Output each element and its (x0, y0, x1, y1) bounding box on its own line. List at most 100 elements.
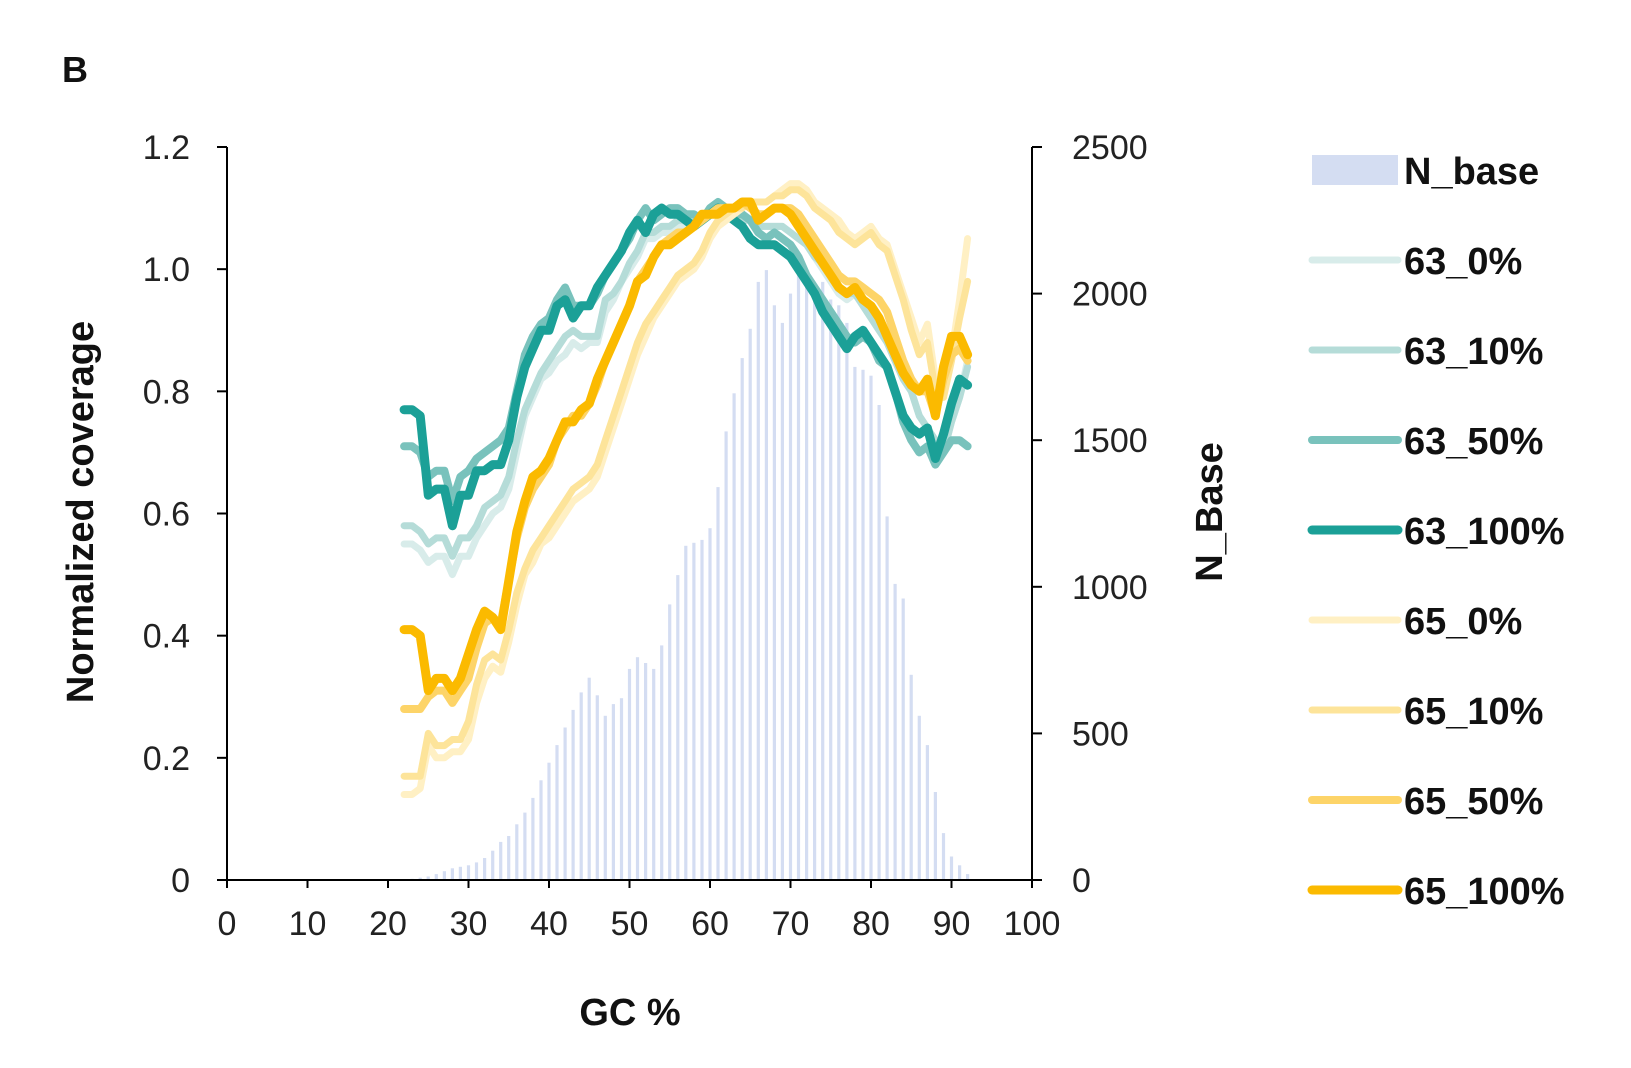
x-tick-label: 70 (772, 905, 810, 943)
y2-tick-label: 2500 (1072, 129, 1148, 167)
y-tick-label: 0.2 (143, 740, 190, 778)
n-base-bar (531, 797, 535, 880)
n-base-bar (635, 657, 640, 880)
n-base-bar (539, 780, 543, 880)
n-base-bar (925, 745, 929, 880)
n-base-bar (941, 833, 946, 880)
n-base-bar (611, 704, 615, 880)
n-base-bar (499, 841, 503, 880)
n-base-bar (764, 270, 768, 881)
n-base-bar (780, 322, 784, 880)
n-base-bar (474, 862, 479, 880)
y-tick-label: 0 (171, 862, 190, 900)
legend-swatch-n-base (1312, 155, 1398, 185)
n-base-bar (483, 858, 487, 880)
x-tick-label: 10 (289, 905, 327, 943)
legend-label-4: 65_0% (1404, 601, 1522, 643)
n-base-bar (418, 877, 422, 880)
x-tick-label: 20 (369, 905, 407, 943)
x-tick-label: 0 (218, 905, 237, 943)
legend-label-7: 65_100% (1404, 871, 1565, 913)
y2-tick-label: 0 (1072, 862, 1091, 900)
n-base-bar (740, 358, 744, 881)
n-base-bar (788, 293, 793, 881)
series-line-3 (399, 203, 973, 531)
n-base-bar (491, 850, 495, 880)
n-base-bar (555, 745, 559, 880)
x-tick-label: 60 (691, 905, 729, 943)
y-tick-label: 0.8 (143, 373, 190, 411)
y2-tick-label: 500 (1072, 715, 1129, 753)
x-tick-label: 100 (1004, 905, 1061, 943)
y-tick-label: 1.2 (143, 129, 190, 167)
y-axis-title: Normalized coverage (60, 321, 102, 703)
n-base-bar (515, 824, 519, 880)
n-base-bar (837, 305, 841, 880)
n-base-bar (571, 709, 575, 880)
x-axis-title: GC % (579, 992, 680, 1034)
n-base-bar (885, 516, 889, 880)
n-base-bar (668, 604, 672, 880)
series-line-7 (399, 197, 973, 696)
legend-label-6: 65_50% (1404, 781, 1543, 823)
n-base-bar (587, 677, 591, 880)
n-base-bar (821, 281, 825, 880)
n-base-bar (692, 542, 696, 880)
n-base-bar (450, 868, 454, 880)
legend: N_base 63_0% 63_10% 63_50% 63_100% 65_0% 65_10… (1307, 151, 1565, 913)
x-tick-label: 50 (611, 905, 649, 943)
n-base-bar (507, 836, 511, 880)
y2-axis-title: N_Base (1189, 442, 1231, 581)
legend-label-2: 63_50% (1404, 421, 1543, 463)
n-base-bar (442, 871, 446, 880)
n-base-bar (917, 715, 921, 880)
n-base-bar (748, 328, 752, 880)
legend-label-1: 63_10% (1404, 331, 1543, 373)
n-base-bar (893, 583, 897, 880)
n-base-bar (547, 762, 551, 880)
n-base-bar (829, 299, 833, 880)
n-base-bar (458, 866, 462, 880)
n-base-bar (523, 812, 527, 880)
y2-tick-label: 1500 (1072, 422, 1148, 460)
n-base-bar (627, 668, 632, 880)
y-tick-label: 1.0 (143, 251, 190, 289)
n-base-bar (700, 539, 704, 880)
n-base-bar (426, 876, 430, 880)
y2-tick-label: 1000 (1072, 569, 1148, 607)
n-base-bar (966, 874, 970, 880)
series-line-5 (400, 186, 972, 780)
x-tick-label: 80 (852, 905, 890, 943)
n-base-bar (676, 575, 680, 880)
n-base-bar (853, 366, 857, 880)
y2-tick-label: 2000 (1072, 276, 1148, 314)
n-base-bar (813, 284, 817, 880)
legend-label-5: 65_10% (1404, 691, 1543, 733)
n-base-bar (805, 278, 809, 880)
legend-label-3: 63_100% (1404, 511, 1565, 553)
n-base-bar (949, 856, 954, 880)
y-tick-label: 0.6 (143, 496, 190, 534)
n-base-bar (684, 545, 688, 880)
n-base-bar (909, 674, 913, 880)
n-base-bar (579, 692, 583, 880)
n-base-bar (772, 305, 776, 880)
n-base-bar (901, 598, 905, 880)
n-base-bar (466, 865, 471, 880)
y-tick-label: 0.4 (143, 618, 190, 656)
n-base-bar (434, 874, 438, 880)
n-base-bar (652, 668, 656, 880)
n-base-bar (716, 487, 720, 880)
n-base-bar (958, 865, 962, 880)
n-base-bar (708, 528, 712, 880)
n-base-bar (619, 698, 624, 880)
n-base-bar (845, 322, 849, 880)
legend-label-n-base: N_base (1404, 151, 1539, 193)
n-base-bar (724, 431, 728, 880)
n-base-bar (603, 715, 607, 880)
n-base-bar (756, 281, 760, 880)
n-base-bar (869, 375, 873, 880)
x-tick-label: 90 (933, 905, 971, 943)
n-base-bar (563, 727, 567, 880)
